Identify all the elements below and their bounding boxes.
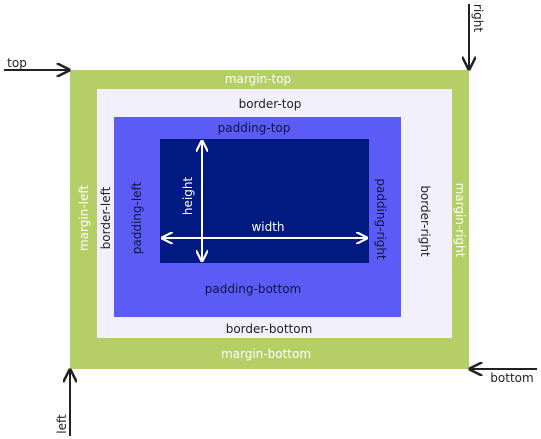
margin-top-label: margin-top [224,72,292,86]
padding-top-label: padding-top [217,121,291,135]
padding-right-label: padding-right [374,178,388,260]
height-label: height [181,176,195,216]
right-label: right [471,3,485,33]
margin-bottom-label: margin-bottom [220,347,312,361]
margin-right-label: margin-right [453,182,467,258]
left-label: left [55,414,69,434]
padding-bottom-label: padding-bottom [204,282,302,296]
width-label: width [251,220,285,234]
padding-left-label: padding-left [130,181,144,255]
border-left-label: border-left [99,186,113,250]
border-bottom-label: border-bottom [225,322,313,336]
border-top-label: border-top [238,97,302,111]
margin-left-label: margin-left [77,184,91,252]
bottom-label: bottom [490,371,534,385]
top-label: top [7,56,27,70]
border-right-label: border-right [418,185,432,257]
